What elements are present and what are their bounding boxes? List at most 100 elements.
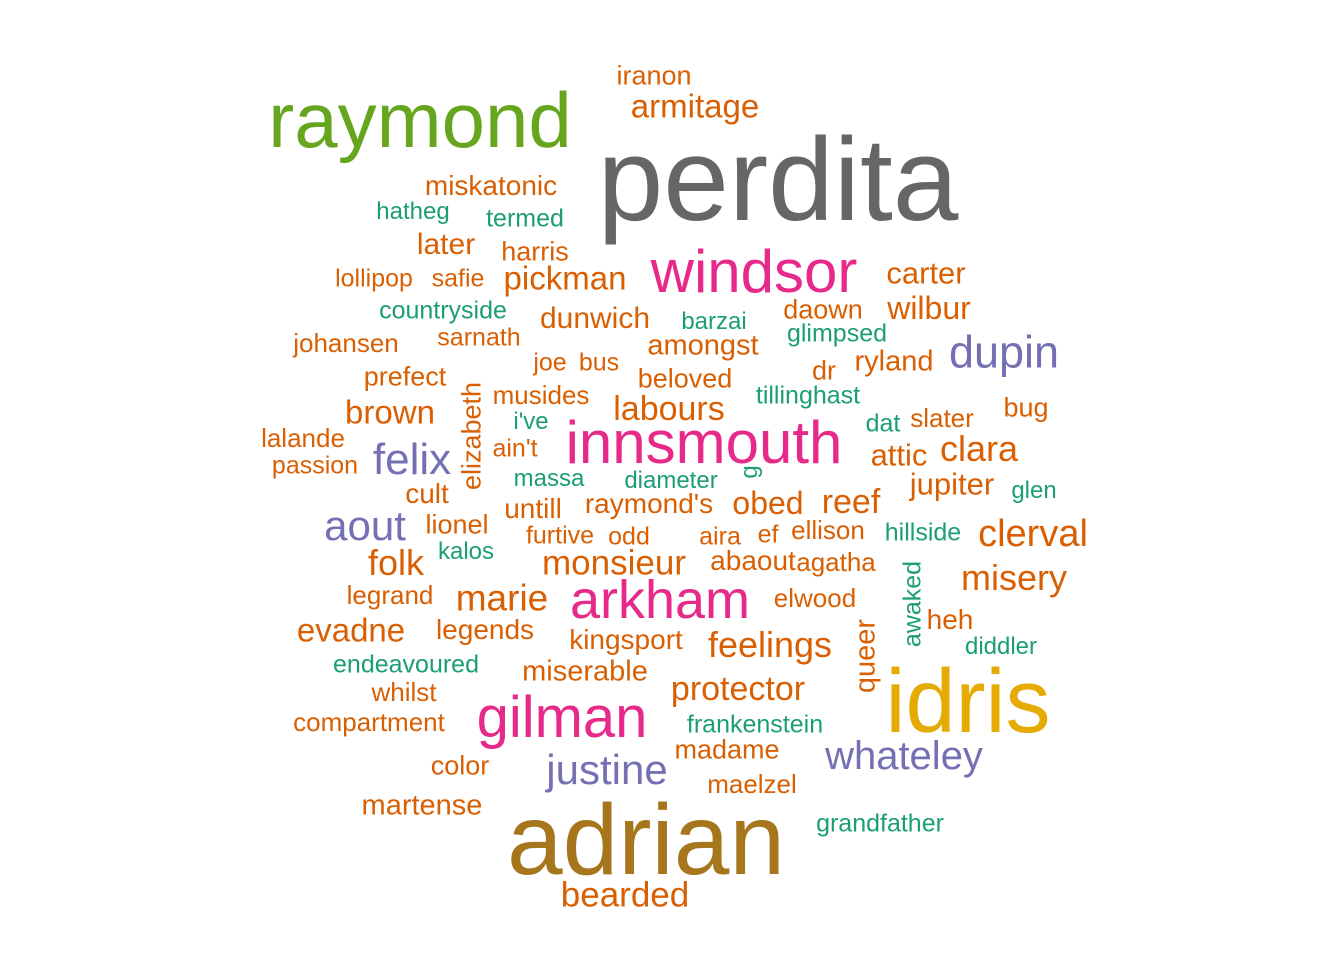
word-miskatonic: miskatonic xyxy=(424,170,558,201)
word-hatheg: hatheg xyxy=(376,198,450,225)
word-dat: dat xyxy=(865,409,901,438)
word-safie: safie xyxy=(431,264,485,293)
word-elwood: elwood xyxy=(773,583,857,613)
word-kingsport: kingsport xyxy=(569,624,683,655)
word-arkham: arkham xyxy=(569,570,751,630)
word-whilst: whilst xyxy=(371,677,437,707)
word-abaout: abaout xyxy=(710,545,796,576)
word-aout: aout xyxy=(324,502,406,549)
word-wilbur: wilbur xyxy=(887,290,971,326)
word-endeavoured: endeavoured xyxy=(333,650,479,679)
word-idris: idris xyxy=(885,652,1051,752)
word-glen: glen xyxy=(1011,477,1057,504)
word-evadne: evadne xyxy=(296,611,406,649)
word-compartment: compartment xyxy=(293,707,445,737)
word-maelzel: maelzel xyxy=(707,769,797,799)
word-legends: legends xyxy=(435,614,535,645)
word-clerval: clerval xyxy=(978,513,1088,555)
word-misery: misery xyxy=(961,557,1067,598)
word-folk: folk xyxy=(367,542,425,583)
word-amongst: amongst xyxy=(647,329,759,362)
word-hillside: hillside xyxy=(884,518,962,547)
word-marie: marie xyxy=(455,577,549,619)
word-martense: martense xyxy=(361,789,483,822)
word-dupin: dupin xyxy=(948,326,1060,378)
word-grandfather: grandfather xyxy=(816,809,944,838)
word-lionel: lionel xyxy=(425,509,489,540)
word-cult: cult xyxy=(405,478,449,509)
word-obed: obed xyxy=(732,485,804,521)
word-barzai: barzai xyxy=(681,308,747,335)
word-perdita: perdita xyxy=(597,114,959,246)
word-bearded: bearded xyxy=(560,875,690,915)
word-lollipop: lollipop xyxy=(335,264,413,293)
word-justine: justine xyxy=(546,746,668,793)
word-armitage: armitage xyxy=(630,87,760,125)
word-queer: queer xyxy=(849,618,882,694)
word-dunwich: dunwich xyxy=(539,302,651,335)
word-brown: brown xyxy=(345,393,435,431)
word-iranon: iranon xyxy=(616,60,692,91)
word-elizabeth: elizabeth xyxy=(456,381,487,491)
word-color: color xyxy=(430,750,490,781)
word-raymond-s: raymond's xyxy=(584,488,714,519)
word-jupiter: jupiter xyxy=(909,466,995,502)
word-dr: dr xyxy=(811,355,837,386)
word-countryside: countryside xyxy=(379,296,507,325)
word-kalos: kalos xyxy=(437,538,495,565)
word-miserable: miserable xyxy=(522,655,648,688)
word-madame: madame xyxy=(674,734,780,765)
word-agatha: agatha xyxy=(796,547,876,577)
word-johansen: johansen xyxy=(293,328,399,358)
word-later: later xyxy=(416,228,476,261)
word-pickman: pickman xyxy=(503,259,627,297)
word-raymond: raymond xyxy=(268,76,572,164)
word-i-ve: i've xyxy=(513,408,549,435)
word-joe: joe xyxy=(533,348,567,377)
word-lalande: lalande xyxy=(261,423,345,453)
word-ain-t: ain't xyxy=(492,434,538,463)
word-whateley: whateley xyxy=(825,734,983,778)
word-feelings: feelings xyxy=(707,624,833,665)
word-slater: slater xyxy=(910,403,974,433)
word-untill: untill xyxy=(504,493,562,524)
word-glimpsed: glimpsed xyxy=(786,319,888,348)
word-passion: passion xyxy=(271,451,359,480)
word-massa: massa xyxy=(513,465,585,492)
word-heh: heh xyxy=(926,604,974,635)
word-ellison: ellison xyxy=(791,515,865,545)
word-ryland: ryland xyxy=(854,345,934,378)
word-diameter: diameter xyxy=(624,467,718,494)
word-bug: bug xyxy=(1003,392,1049,423)
word-protector: protector xyxy=(670,670,806,708)
word-ef: ef xyxy=(757,520,779,549)
word-awaked: awaked xyxy=(898,560,927,648)
word-harris: harris xyxy=(501,236,569,267)
word-musides: musides xyxy=(492,380,590,410)
word-monsieur: monsieur xyxy=(542,543,686,583)
word-clara: clara xyxy=(939,428,1019,469)
word-attic: attic xyxy=(870,437,928,473)
word-daown: daown xyxy=(783,294,863,325)
word-adrian: adrian xyxy=(507,784,785,896)
word-reef: reef xyxy=(821,483,881,521)
word-legrand: legrand xyxy=(346,580,434,610)
word-aira: aira xyxy=(699,522,741,551)
word-frankenstein: frankenstein xyxy=(686,710,824,739)
word-innsmouth: innsmouth xyxy=(565,409,843,476)
word-sarnath: sarnath xyxy=(437,323,521,352)
word-felix: felix xyxy=(372,435,452,484)
word-diddler: diddler xyxy=(964,633,1038,660)
word-odd: odd xyxy=(608,522,650,551)
word-windsor: windsor xyxy=(650,238,858,305)
word-prefect: prefect xyxy=(363,361,447,392)
word-tillinghast: tillinghast xyxy=(755,381,861,410)
word-labours: labours xyxy=(613,390,725,428)
word-bus: bus xyxy=(578,348,620,377)
word-carter: carter xyxy=(886,255,966,291)
word-termed: termed xyxy=(486,204,564,233)
word-beloved: beloved xyxy=(637,363,733,394)
word-furtive: furtive xyxy=(525,521,595,550)
word-g: g xyxy=(736,465,763,479)
